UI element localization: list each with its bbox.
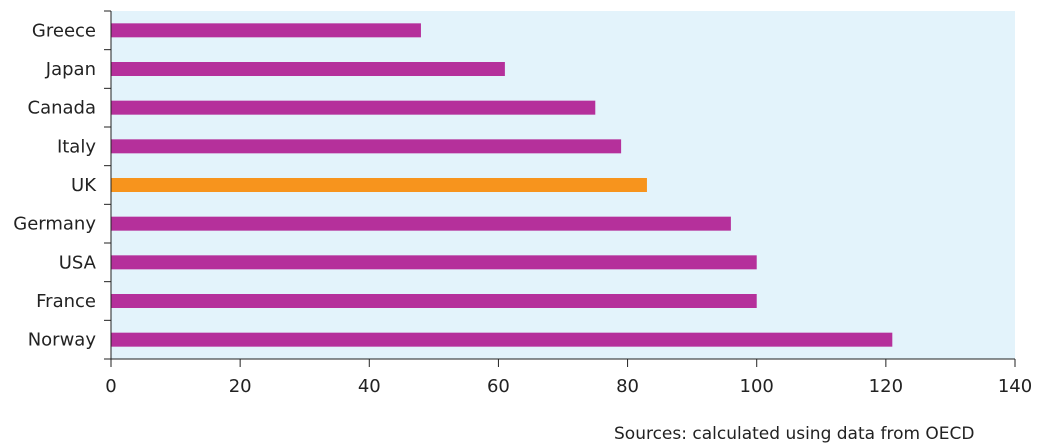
- bar-italy: [111, 139, 622, 154]
- x-tick-label-40: 40: [358, 376, 381, 397]
- category-label-italy: Italy: [57, 136, 96, 157]
- source-note: Sources: calculated using data from OECD: [614, 424, 975, 444]
- category-label-uk: UK: [71, 175, 97, 196]
- bar-france: [111, 294, 757, 308]
- bar-japan: [111, 62, 505, 76]
- x-tick-label-20: 20: [229, 376, 252, 397]
- axes-group: [104, 10, 1016, 367]
- x-tick-label-140: 140: [998, 376, 1032, 397]
- x-tick-label-60: 60: [487, 376, 510, 397]
- category-label-norway: Norway: [28, 330, 97, 351]
- category-label-canada: Canada: [28, 98, 97, 119]
- category-label-usa: USA: [59, 252, 97, 273]
- x-tick-label-100: 100: [740, 376, 774, 397]
- bar-uk: [111, 178, 647, 192]
- x-tick-label-120: 120: [869, 376, 903, 397]
- labels-group: Greece Japan Canada Italy UK Germany USA France…: [13, 20, 1032, 397]
- bar-usa: [111, 255, 757, 270]
- category-label-greece: Greece: [32, 20, 96, 41]
- bar-germany: [111, 216, 731, 231]
- category-label-germany: Germany: [13, 214, 96, 235]
- x-tick-label-0: 0: [105, 376, 116, 397]
- category-label-france: France: [36, 291, 96, 312]
- category-label-japan: Japan: [45, 59, 96, 80]
- bar-greece: [111, 23, 421, 38]
- bar-norway: [111, 332, 893, 347]
- bar-canada: [111, 100, 596, 115]
- bars-group: [111, 23, 893, 347]
- x-tick-label-80: 80: [616, 376, 639, 397]
